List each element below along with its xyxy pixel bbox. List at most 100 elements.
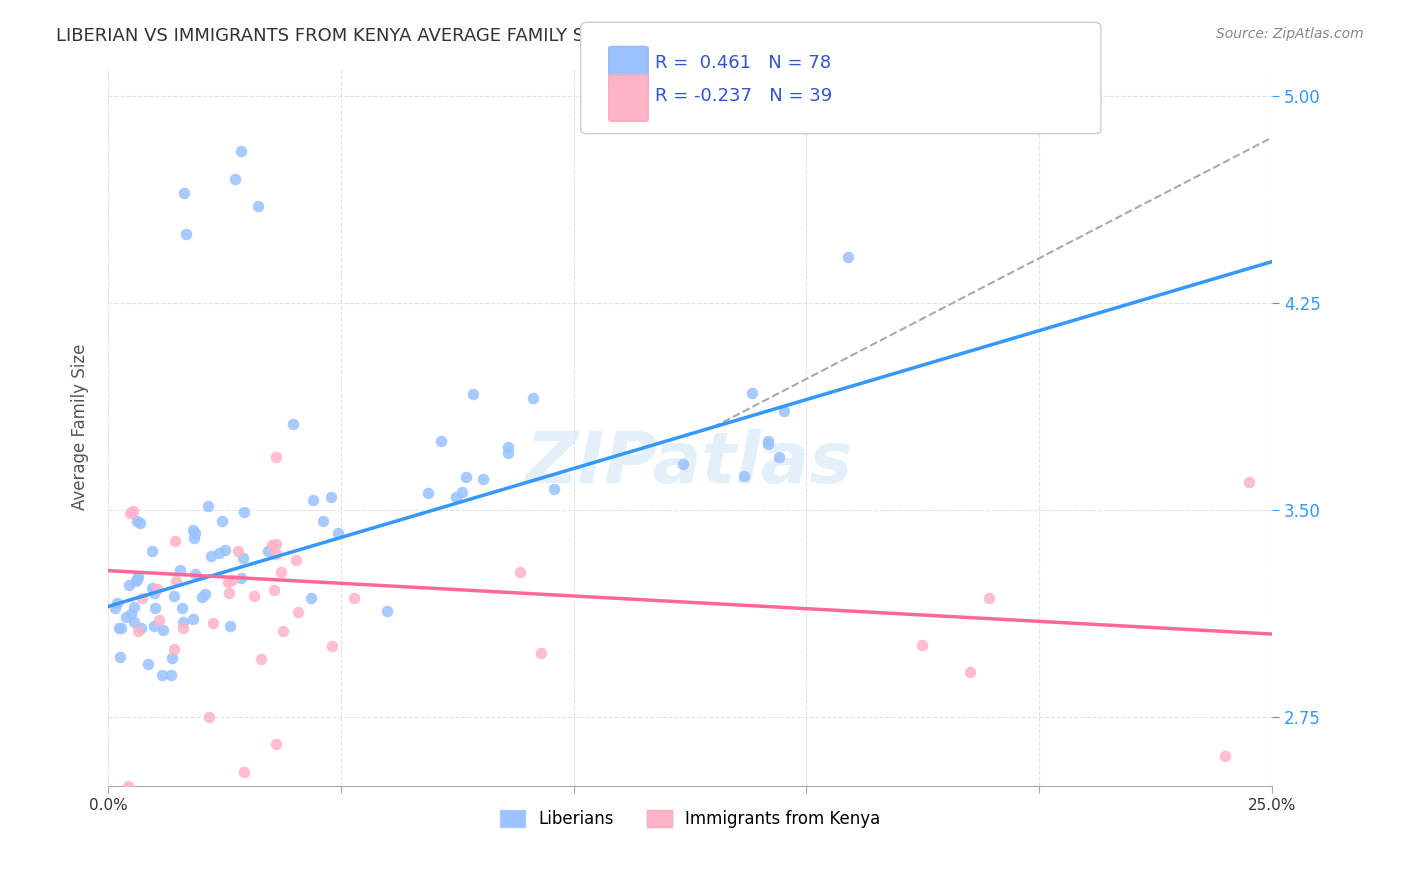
Point	[191, 590, 214, 604]
Point	[145, 582, 167, 596]
Point	[104, 600, 127, 615]
Point	[173, 186, 195, 200]
Text: R =  0.461   N = 78: R = 0.461 N = 78	[655, 54, 831, 71]
Point	[312, 514, 335, 528]
Point	[270, 565, 292, 579]
Point	[127, 570, 149, 584]
Point	[522, 392, 544, 406]
Point	[264, 537, 287, 551]
Point	[221, 573, 243, 587]
Point	[218, 619, 240, 633]
Point	[264, 547, 287, 561]
Point	[163, 534, 186, 549]
Point	[214, 543, 236, 558]
Legend: Liberians, Immigrants from Kenya: Liberians, Immigrants from Kenya	[494, 804, 887, 835]
Point	[837, 250, 859, 264]
Text: R = -0.237   N = 39: R = -0.237 N = 39	[655, 87, 832, 104]
Point	[172, 615, 194, 629]
Point	[136, 657, 159, 671]
Point	[117, 779, 139, 793]
Point	[471, 473, 494, 487]
Point	[496, 440, 519, 454]
Point	[328, 526, 350, 541]
Point	[321, 639, 343, 653]
Point	[456, 470, 478, 484]
Point	[509, 566, 531, 580]
Point	[131, 591, 153, 605]
Point	[127, 572, 149, 586]
Text: LIBERIAN VS IMMIGRANTS FROM KENYA AVERAGE FAMILY SIZE CORRELATION CHART: LIBERIAN VS IMMIGRANTS FROM KENYA AVERAG…	[56, 27, 814, 45]
Point	[283, 417, 305, 431]
Point	[172, 621, 194, 635]
Point	[232, 505, 254, 519]
Point	[118, 507, 141, 521]
Point	[463, 386, 485, 401]
Point	[741, 386, 763, 401]
Point	[217, 574, 239, 589]
Point	[110, 621, 132, 635]
Point	[110, 650, 132, 665]
Point	[229, 145, 252, 159]
Point	[150, 668, 173, 682]
Point	[183, 531, 205, 545]
Point	[299, 591, 322, 606]
Point	[959, 665, 981, 679]
Point	[143, 601, 166, 615]
Point	[198, 710, 221, 724]
Point	[202, 615, 225, 630]
Point	[165, 574, 187, 589]
Point	[141, 544, 163, 558]
Point	[197, 500, 219, 514]
Point	[243, 590, 266, 604]
Point	[142, 586, 165, 600]
Point	[733, 469, 755, 483]
Point	[118, 578, 141, 592]
Point	[1237, 475, 1260, 490]
Point	[200, 549, 222, 564]
Point	[773, 404, 796, 418]
Point	[264, 738, 287, 752]
Point	[233, 764, 256, 779]
Point	[1215, 749, 1237, 764]
Point	[163, 589, 186, 603]
Point	[756, 434, 779, 448]
Point	[287, 605, 309, 619]
Point	[911, 639, 934, 653]
Point	[257, 544, 280, 558]
Point	[142, 619, 165, 633]
Point	[496, 445, 519, 459]
Point	[163, 642, 186, 657]
Point	[247, 199, 270, 213]
Point	[122, 615, 145, 629]
Y-axis label: Average Family Size: Average Family Size	[72, 344, 89, 510]
Point	[160, 651, 183, 665]
Point	[183, 525, 205, 540]
Point	[194, 587, 217, 601]
Point	[418, 486, 440, 500]
Point	[229, 572, 252, 586]
Point	[160, 668, 183, 682]
Point	[105, 596, 128, 610]
Point	[122, 504, 145, 518]
Point	[172, 601, 194, 615]
Point	[444, 490, 467, 504]
Point	[124, 574, 146, 588]
Point	[127, 514, 149, 528]
Point	[271, 624, 294, 638]
Point	[128, 516, 150, 530]
Point	[250, 651, 273, 665]
Point	[141, 581, 163, 595]
Point	[285, 553, 308, 567]
Point	[176, 227, 198, 241]
Point	[211, 514, 233, 528]
Point	[232, 550, 254, 565]
Point	[218, 585, 240, 599]
Point	[530, 646, 553, 660]
Point	[152, 623, 174, 637]
Point	[264, 450, 287, 464]
Point	[263, 583, 285, 598]
Point	[131, 621, 153, 635]
Point	[224, 172, 246, 186]
Point	[260, 538, 283, 552]
Point	[343, 591, 366, 606]
